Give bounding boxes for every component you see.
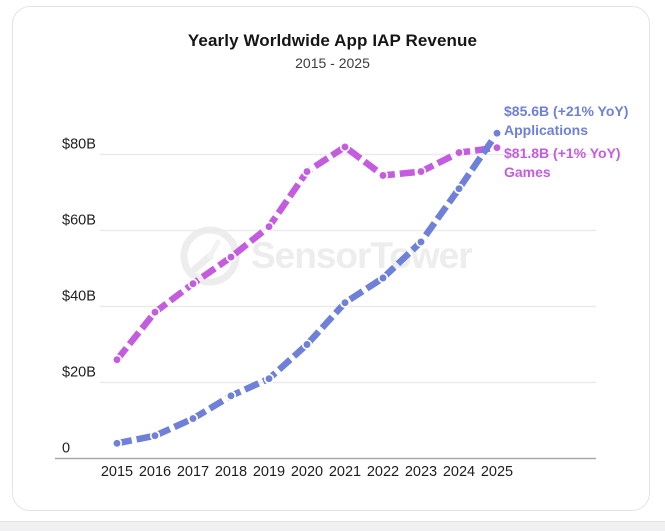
watermark: SensorTower <box>178 224 473 288</box>
svg-text:$80B: $80B <box>62 137 96 153</box>
chart-subtitle: 2015 - 2025 <box>295 55 370 71</box>
chart-card <box>12 6 650 511</box>
svg-text:0: 0 <box>62 441 70 457</box>
svg-text:2021: 2021 <box>329 464 361 480</box>
svg-text:2023: 2023 <box>405 464 437 480</box>
svg-text:$40B: $40B <box>62 289 96 305</box>
svg-text:$60B: $60B <box>62 213 96 229</box>
svg-text:2015: 2015 <box>101 464 133 480</box>
chart-title: Yearly Worldwide App IAP Revenue <box>187 31 478 50</box>
watermark-text: SensorTower <box>251 235 473 276</box>
svg-text:2019: 2019 <box>253 464 285 480</box>
svg-text:$20B: $20B <box>62 365 96 381</box>
svg-text:2020: 2020 <box>291 464 323 480</box>
svg-text:2025: 2025 <box>481 464 513 480</box>
svg-text:2022: 2022 <box>367 464 399 480</box>
svg-text:2024: 2024 <box>443 464 475 480</box>
games-series-label: Games <box>504 164 551 180</box>
bottom-strip <box>0 521 665 531</box>
applications-series-label: Applications <box>504 122 589 138</box>
applications-value-annotation: $85.6B (+21% YoY) <box>504 103 629 119</box>
svg-text:2018: 2018 <box>215 464 247 480</box>
svg-text:2016: 2016 <box>139 464 171 480</box>
games-value-annotation: $81.8B (+1% YoY) <box>504 145 621 161</box>
svg-text:2017: 2017 <box>177 464 209 480</box>
